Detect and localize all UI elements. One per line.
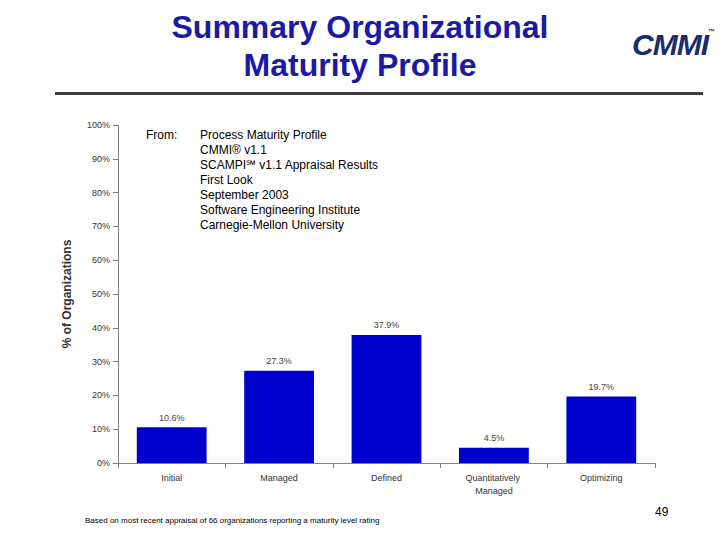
html-text:Based on most recent appraisal: Based on most recent appraisal of 66 org… (85, 516, 380, 525)
svg-text:90%: 90% (92, 154, 110, 164)
svg-text:10.6%: 10.6% (159, 413, 185, 423)
html-text:Software Engineering Institute: Software Engineering Institute (200, 203, 361, 217)
svg-text:0%: 0% (97, 458, 110, 468)
html-text:Process Maturity Profile: Process Maturity Profile (200, 128, 327, 142)
svg-text:Optimizing: Optimizing (580, 473, 623, 483)
svg-text:40%: 40% (92, 323, 110, 333)
svg-text:37.9%: 37.9% (374, 320, 400, 330)
html-text:49: 49 (655, 505, 669, 519)
svg-text:50%: 50% (92, 289, 110, 299)
svg-text:Managed: Managed (475, 486, 513, 496)
svg-text:% of Organizations: % of Organizations (60, 239, 74, 348)
svg-text:4.5%: 4.5% (484, 433, 505, 443)
svg-text:80%: 80% (92, 188, 110, 198)
svg-text:19.7%: 19.7% (589, 382, 615, 392)
html-text:CMMI® v1.1: CMMI® v1.1 (200, 143, 267, 157)
svg-text:Defined: Defined (371, 473, 402, 483)
html-text:Summary Organizational Maturit: Summary Organizational Maturity Profile (171, 9, 549, 83)
html-text:September 2003: September 2003 (200, 188, 289, 202)
svg-text:10%: 10% (92, 424, 110, 434)
svg-text:100%: 100% (87, 120, 110, 130)
html-text:From:: From: (146, 128, 178, 142)
svg-text:60%: 60% (92, 255, 110, 265)
svg-text:Managed: Managed (260, 473, 298, 483)
html-text:First Look: First Look (200, 173, 253, 187)
html-text:CMMI: CMMI (632, 28, 708, 61)
svg-text:Quantitatively: Quantitatively (465, 473, 522, 483)
svg-text:27.3%: 27.3% (266, 356, 292, 366)
svg-text:20%: 20% (92, 390, 110, 400)
svg-text:30%: 30% (92, 357, 110, 367)
svg-text:70%: 70% (92, 221, 110, 231)
html-text:Carnegie-Mellon University: Carnegie-Mellon University (200, 218, 345, 232)
html-text:SCAMPI℠ v1.1 Appraisal Results: SCAMPI℠ v1.1 Appraisal Results (200, 158, 379, 172)
svg-text:Initial: Initial (161, 473, 182, 483)
